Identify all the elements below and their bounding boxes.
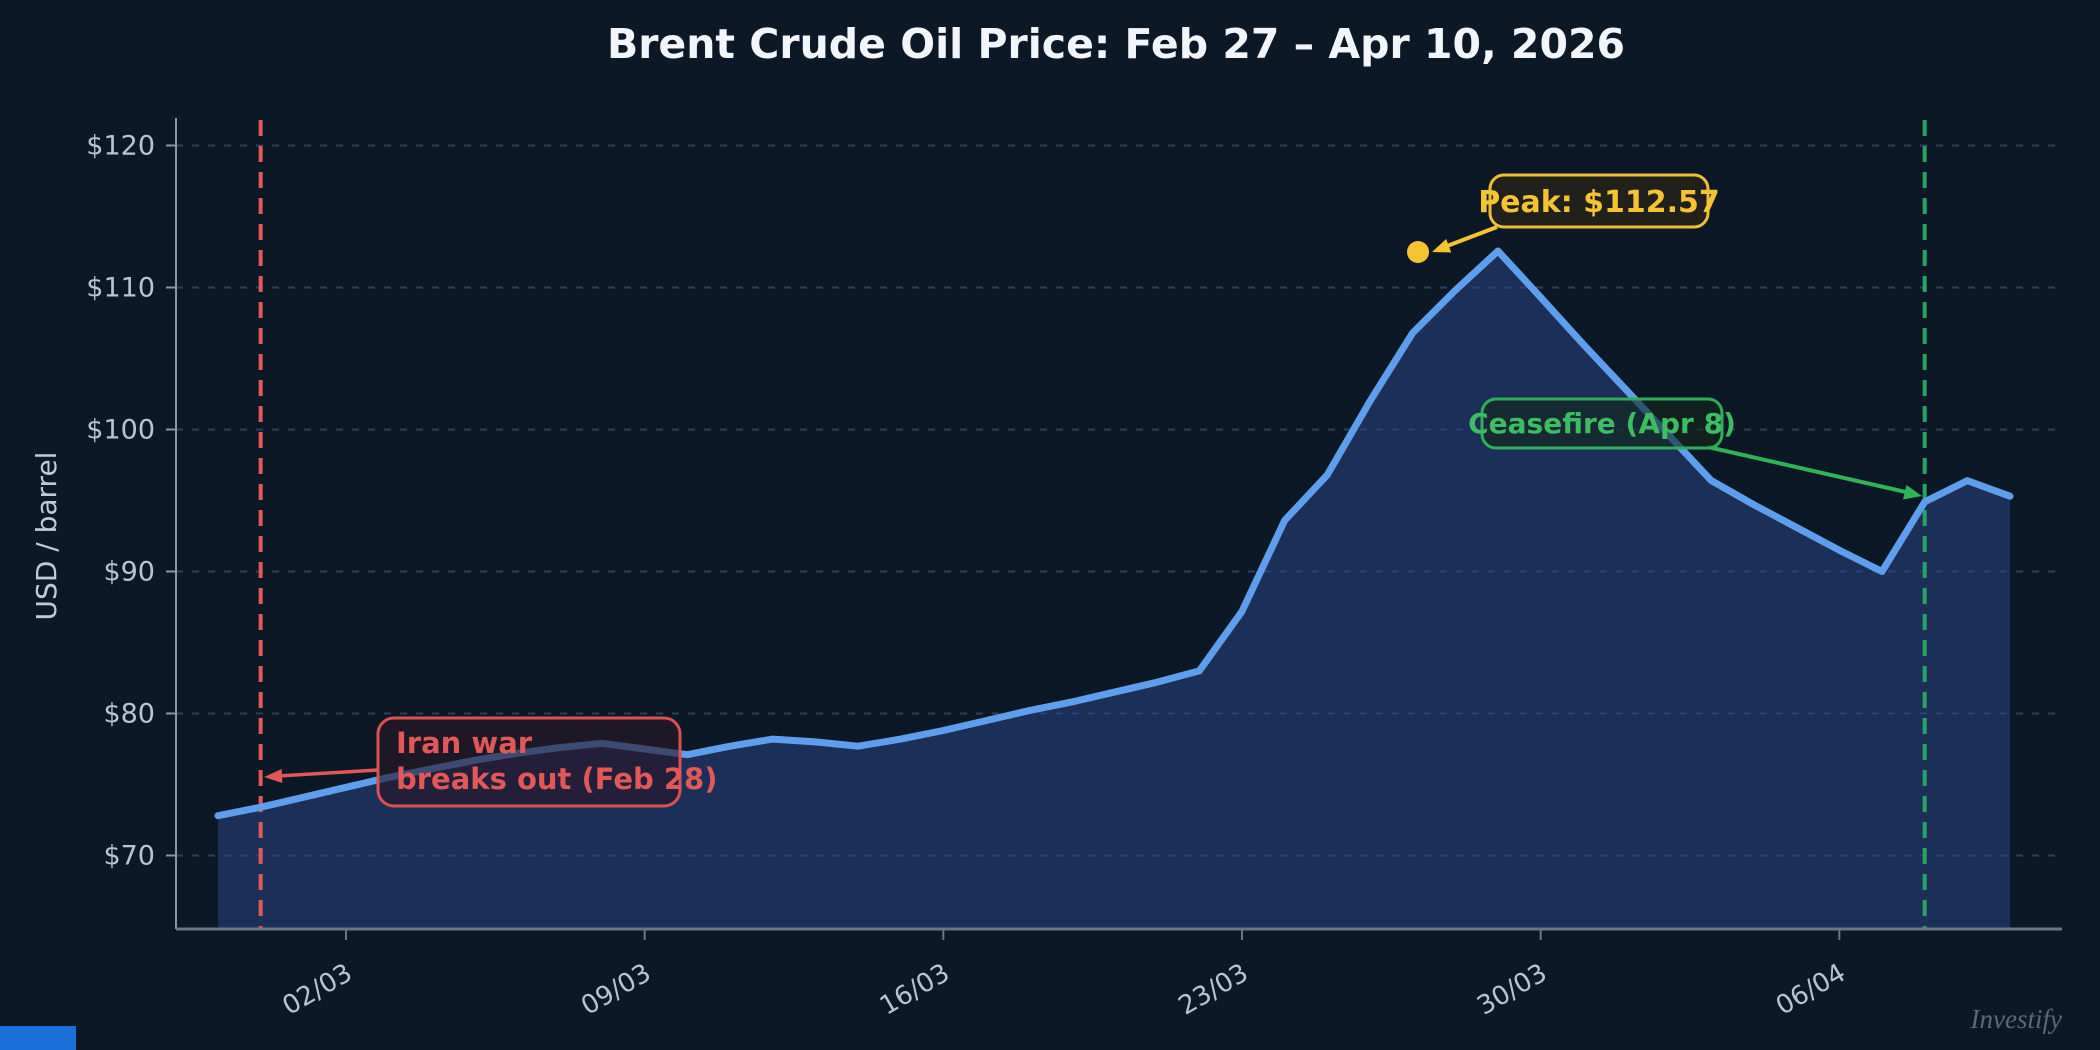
ceasefire-arrow [1707,445,1907,494]
iran-war-label-line1: Iran war [396,726,533,760]
iran-war-label-line2: breaks out (Feb 28) [396,762,718,796]
peak-marker-dot [1407,241,1430,264]
ceasefire-box [1480,397,1724,450]
watermark: Investify [1970,1004,2062,1034]
annotation-peak: Peak: $112.57 [1407,173,1720,264]
y-tick-label: $70 [103,841,155,872]
y-tick-label: $100 [86,415,155,446]
y-tick-label: $80 [103,699,155,730]
chart-title: Brent Crude Oil Price: Feb 27 – Apr 10, … [607,20,1625,68]
iran-war-box [376,716,682,808]
y-tick-label: $110 [86,273,155,304]
peak-arrowhead [1432,239,1452,253]
iran-war-arrow [277,768,379,778]
y-tick-label: $120 [86,131,155,162]
footer-accent-square [0,1026,76,1050]
annotation-ceasefire: Ceasefire (Apr 8) [1468,397,1922,500]
ceasefire-arrowhead [1903,485,1922,500]
y-tick-label: $90 [103,557,155,588]
y-axis-title: USD / barrel [30,452,63,621]
ceasefire-label: Ceasefire (Apr 8) [1468,407,1736,440]
peak-box [1488,173,1710,229]
iran-war-arrowhead [264,769,283,783]
peak-arrow [1446,225,1498,248]
peak-label: Peak: $112.57 [1478,185,1720,220]
